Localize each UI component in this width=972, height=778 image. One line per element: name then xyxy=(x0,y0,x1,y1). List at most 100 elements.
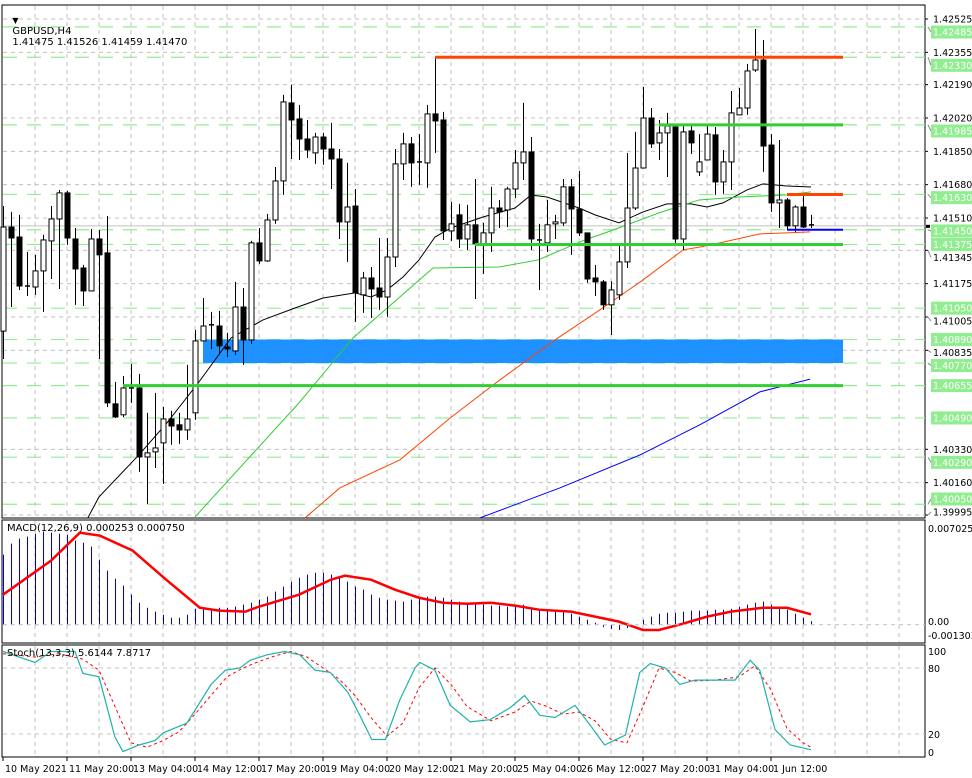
candle-body xyxy=(120,387,127,416)
candle xyxy=(168,410,175,445)
triangle-down-icon[interactable]: ▼ xyxy=(12,16,19,25)
candle xyxy=(736,88,743,116)
macd-axis-label: -0.001303 xyxy=(928,631,972,642)
candle-body xyxy=(584,232,591,280)
candle xyxy=(752,28,759,72)
candle-body xyxy=(712,134,719,183)
candle-body xyxy=(456,214,463,240)
candle-body xyxy=(480,232,487,245)
price-level-label-bg xyxy=(931,455,972,469)
candle-body xyxy=(248,242,255,341)
candle xyxy=(696,134,703,177)
candle xyxy=(632,131,639,210)
price-axis-label: 1.41680 xyxy=(933,180,972,191)
price-axis-label: 1.42020 xyxy=(933,114,972,125)
candle-body xyxy=(360,277,367,296)
price-axis-label: 1.41345 xyxy=(933,253,972,264)
candle-body xyxy=(136,387,143,458)
candle-body xyxy=(528,151,535,240)
price-level-label: 1.40490 xyxy=(933,413,972,424)
candle xyxy=(312,132,319,164)
candle-body xyxy=(496,207,503,213)
time-axis-label: 27 May 20:00 xyxy=(645,764,710,775)
candle xyxy=(800,194,807,228)
candle-body xyxy=(736,107,743,116)
time-axis-label: 14 May 12:00 xyxy=(197,764,262,775)
candle-body xyxy=(144,452,151,458)
candle-body xyxy=(16,236,23,287)
candle-body xyxy=(152,447,159,453)
candle-body xyxy=(424,113,431,164)
candle-body xyxy=(592,277,599,283)
price-axis-label: 1.42525 xyxy=(933,15,972,26)
candle xyxy=(537,223,542,290)
price-label-leader xyxy=(927,250,932,258)
candle xyxy=(568,178,575,255)
candle xyxy=(624,152,631,268)
time-axis-label: 25 May 04:00 xyxy=(517,764,582,775)
candle-body xyxy=(448,223,455,232)
candle xyxy=(0,206,7,359)
time-axis-label: 10 May 2021 xyxy=(5,764,67,775)
price-label-leader xyxy=(927,26,932,33)
candle xyxy=(344,162,351,262)
candle xyxy=(368,267,375,318)
price-level-label-bg xyxy=(931,379,972,393)
stoch-axis-label: 20 xyxy=(928,730,940,741)
candle-body xyxy=(0,226,7,332)
candle xyxy=(400,132,407,180)
price-axis-label: 1.41175 xyxy=(933,279,972,290)
price-axis-label: 1.40835 xyxy=(933,348,972,359)
candle xyxy=(129,363,134,403)
candle xyxy=(320,132,327,165)
stoch-signal-line xyxy=(2,650,812,748)
candle xyxy=(256,227,263,264)
candle-body xyxy=(672,126,679,240)
time-axis-label: 20 May 12:00 xyxy=(389,764,454,775)
candle-body xyxy=(792,206,799,227)
candle xyxy=(728,90,735,190)
candle xyxy=(488,186,495,252)
candle xyxy=(112,381,119,418)
price-level-label: 1.41375 xyxy=(933,240,972,251)
candle xyxy=(560,178,567,226)
candle xyxy=(809,214,814,228)
candle xyxy=(648,108,655,148)
candle-body xyxy=(568,186,575,210)
candle xyxy=(104,216,111,407)
candle xyxy=(288,84,295,159)
price-label-leader xyxy=(927,511,932,516)
time-axis-label: 21 May 20:00 xyxy=(453,764,518,775)
candle-body xyxy=(48,218,55,242)
candle-body xyxy=(488,207,495,234)
candle xyxy=(328,122,335,189)
candle xyxy=(88,228,95,292)
candle xyxy=(32,254,39,295)
price-axis-label: 1.42355 xyxy=(933,48,972,59)
candle-body xyxy=(336,158,343,223)
candle xyxy=(152,392,159,468)
candle xyxy=(744,63,751,115)
candle-body xyxy=(408,143,415,164)
candle-body xyxy=(72,238,79,270)
time-axis-label: 26 May 12:00 xyxy=(581,764,646,775)
candle xyxy=(360,271,367,313)
candle-body xyxy=(232,306,239,352)
candle-body xyxy=(648,117,655,145)
candle-body xyxy=(776,199,783,204)
candle xyxy=(576,170,583,237)
candle xyxy=(176,412,183,444)
candle-body xyxy=(784,199,791,227)
candle xyxy=(584,232,591,283)
candle-body xyxy=(384,256,391,298)
candle xyxy=(184,364,191,440)
price-label-leader xyxy=(927,229,932,232)
candle xyxy=(504,186,511,228)
candle xyxy=(352,188,359,322)
macd-axis-label: 0.00 xyxy=(928,617,949,628)
candle-body xyxy=(184,418,191,431)
candle xyxy=(48,206,55,279)
candle-body xyxy=(32,270,39,288)
candle-body xyxy=(728,112,735,163)
